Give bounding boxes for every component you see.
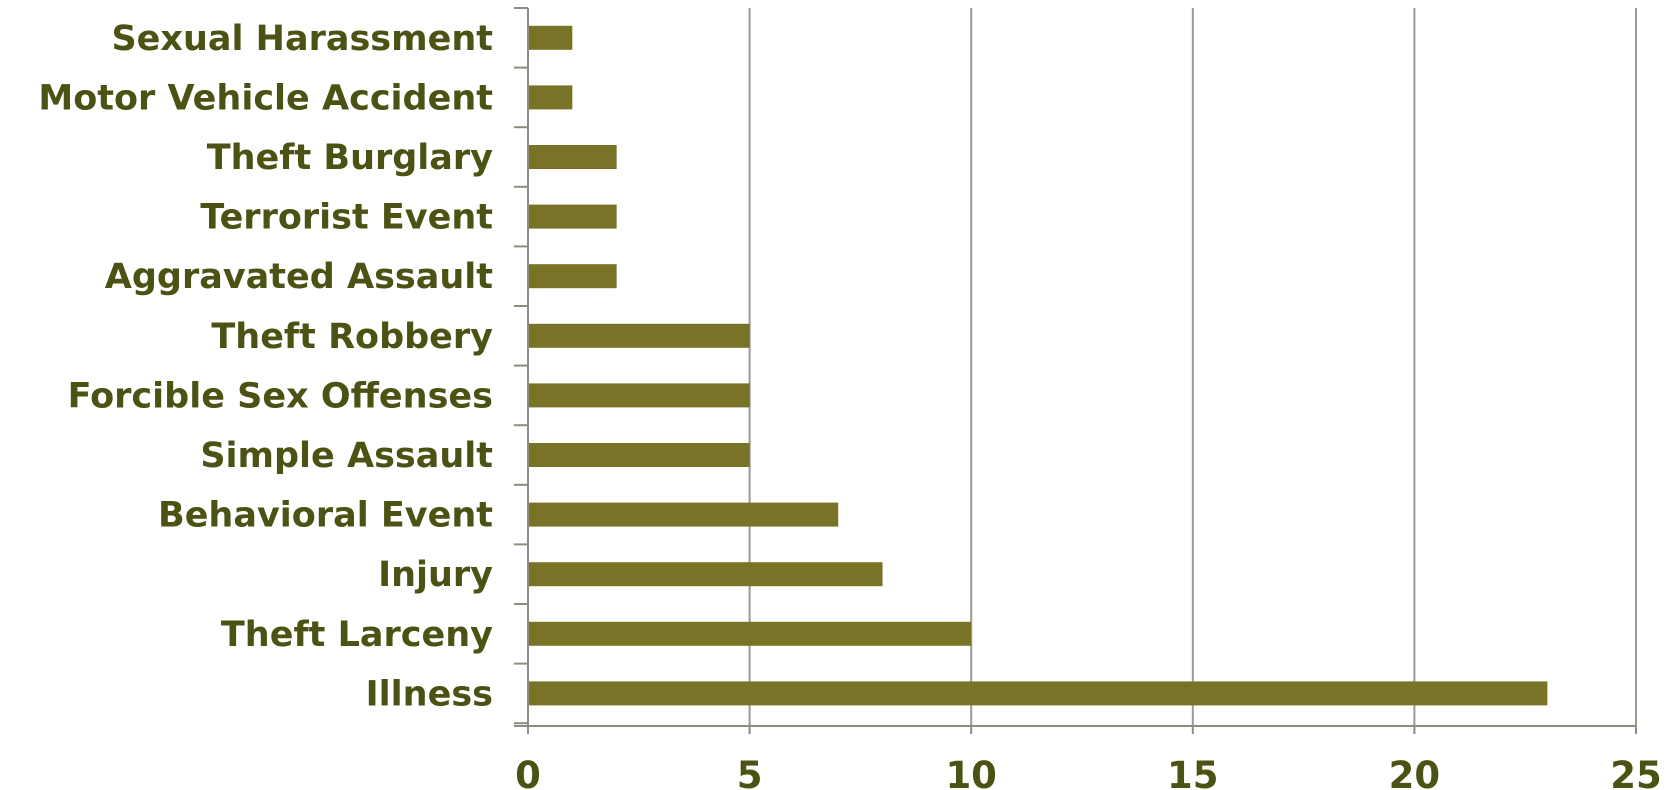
category-label: Theft Burglary — [207, 138, 493, 178]
x-tick-label: 15 — [1167, 754, 1219, 790]
category-label: Injury — [378, 555, 493, 595]
x-tick-label: 0 — [515, 754, 541, 790]
category-labels: Sexual Harassment Motor Vehicle Accident T… — [38, 19, 493, 715]
category-label: Forcible Sex Offenses — [68, 376, 493, 416]
category-label: Illness — [366, 674, 493, 714]
bar — [528, 323, 750, 348]
bar — [528, 562, 883, 587]
category-label: Sexual Harassment — [111, 19, 493, 59]
axes — [514, 7, 1637, 734]
bar — [528, 264, 617, 289]
category-label: Motor Vehicle Accident — [38, 78, 493, 118]
bar — [528, 383, 750, 408]
category-label: Behavioral Event — [158, 496, 493, 536]
bar — [528, 502, 839, 527]
x-tick-label: 25 — [1610, 754, 1662, 790]
bar — [528, 621, 972, 646]
bar — [528, 25, 573, 50]
category-label: Terrorist Event — [200, 198, 493, 238]
tick-labels: 0 5 10 15 20 25 — [515, 754, 1662, 790]
bar — [528, 204, 617, 229]
category-label: Aggravated Assault — [105, 257, 493, 297]
category-label: Simple Assault — [200, 436, 493, 476]
gridlines — [748, 8, 1637, 726]
bar — [528, 681, 1548, 706]
bar — [528, 85, 573, 110]
category-label: Theft Robbery — [211, 317, 493, 357]
category-label: Theft Larceny — [221, 615, 493, 655]
x-tick-label: 20 — [1389, 754, 1441, 790]
bars — [528, 25, 1548, 706]
bar — [528, 145, 617, 169]
x-tick-label: 10 — [945, 754, 997, 790]
bar — [528, 443, 750, 467]
x-tick-label: 5 — [737, 754, 763, 790]
